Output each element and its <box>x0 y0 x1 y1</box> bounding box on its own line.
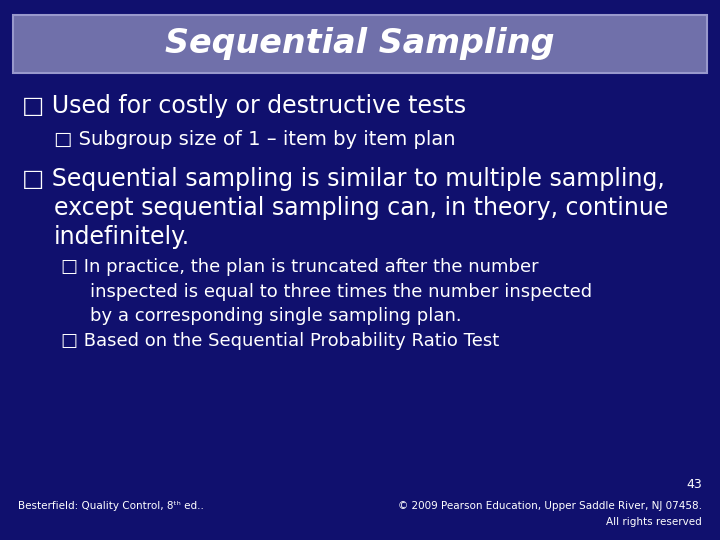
Text: by a corresponding single sampling plan.: by a corresponding single sampling plan. <box>90 307 462 325</box>
Text: □ Subgroup size of 1 – item by item plan: □ Subgroup size of 1 – item by item plan <box>54 130 456 148</box>
Text: Besterfield: Quality Control, 8ᵗʰ ed..: Besterfield: Quality Control, 8ᵗʰ ed.. <box>18 501 204 511</box>
Text: □ Based on the Sequential Probability Ratio Test: □ Based on the Sequential Probability Ra… <box>61 332 500 350</box>
Text: 43: 43 <box>686 478 702 491</box>
Text: □ Sequential sampling is similar to multiple sampling,: □ Sequential sampling is similar to mult… <box>22 167 665 191</box>
Text: □ Used for costly or destructive tests: □ Used for costly or destructive tests <box>22 94 466 118</box>
Text: inspected is equal to three times the number inspected: inspected is equal to three times the nu… <box>90 283 592 301</box>
Text: except sequential sampling can, in theory, continue: except sequential sampling can, in theor… <box>54 196 668 220</box>
Text: indefinitely.: indefinitely. <box>54 225 190 248</box>
Text: All rights reserved: All rights reserved <box>606 517 702 528</box>
FancyBboxPatch shape <box>13 15 707 73</box>
Text: © 2009 Pearson Education, Upper Saddle River, NJ 07458.: © 2009 Pearson Education, Upper Saddle R… <box>398 501 702 511</box>
Text: Sequential Sampling: Sequential Sampling <box>166 27 554 60</box>
Text: □ In practice, the plan is truncated after the number: □ In practice, the plan is truncated aft… <box>61 258 539 276</box>
